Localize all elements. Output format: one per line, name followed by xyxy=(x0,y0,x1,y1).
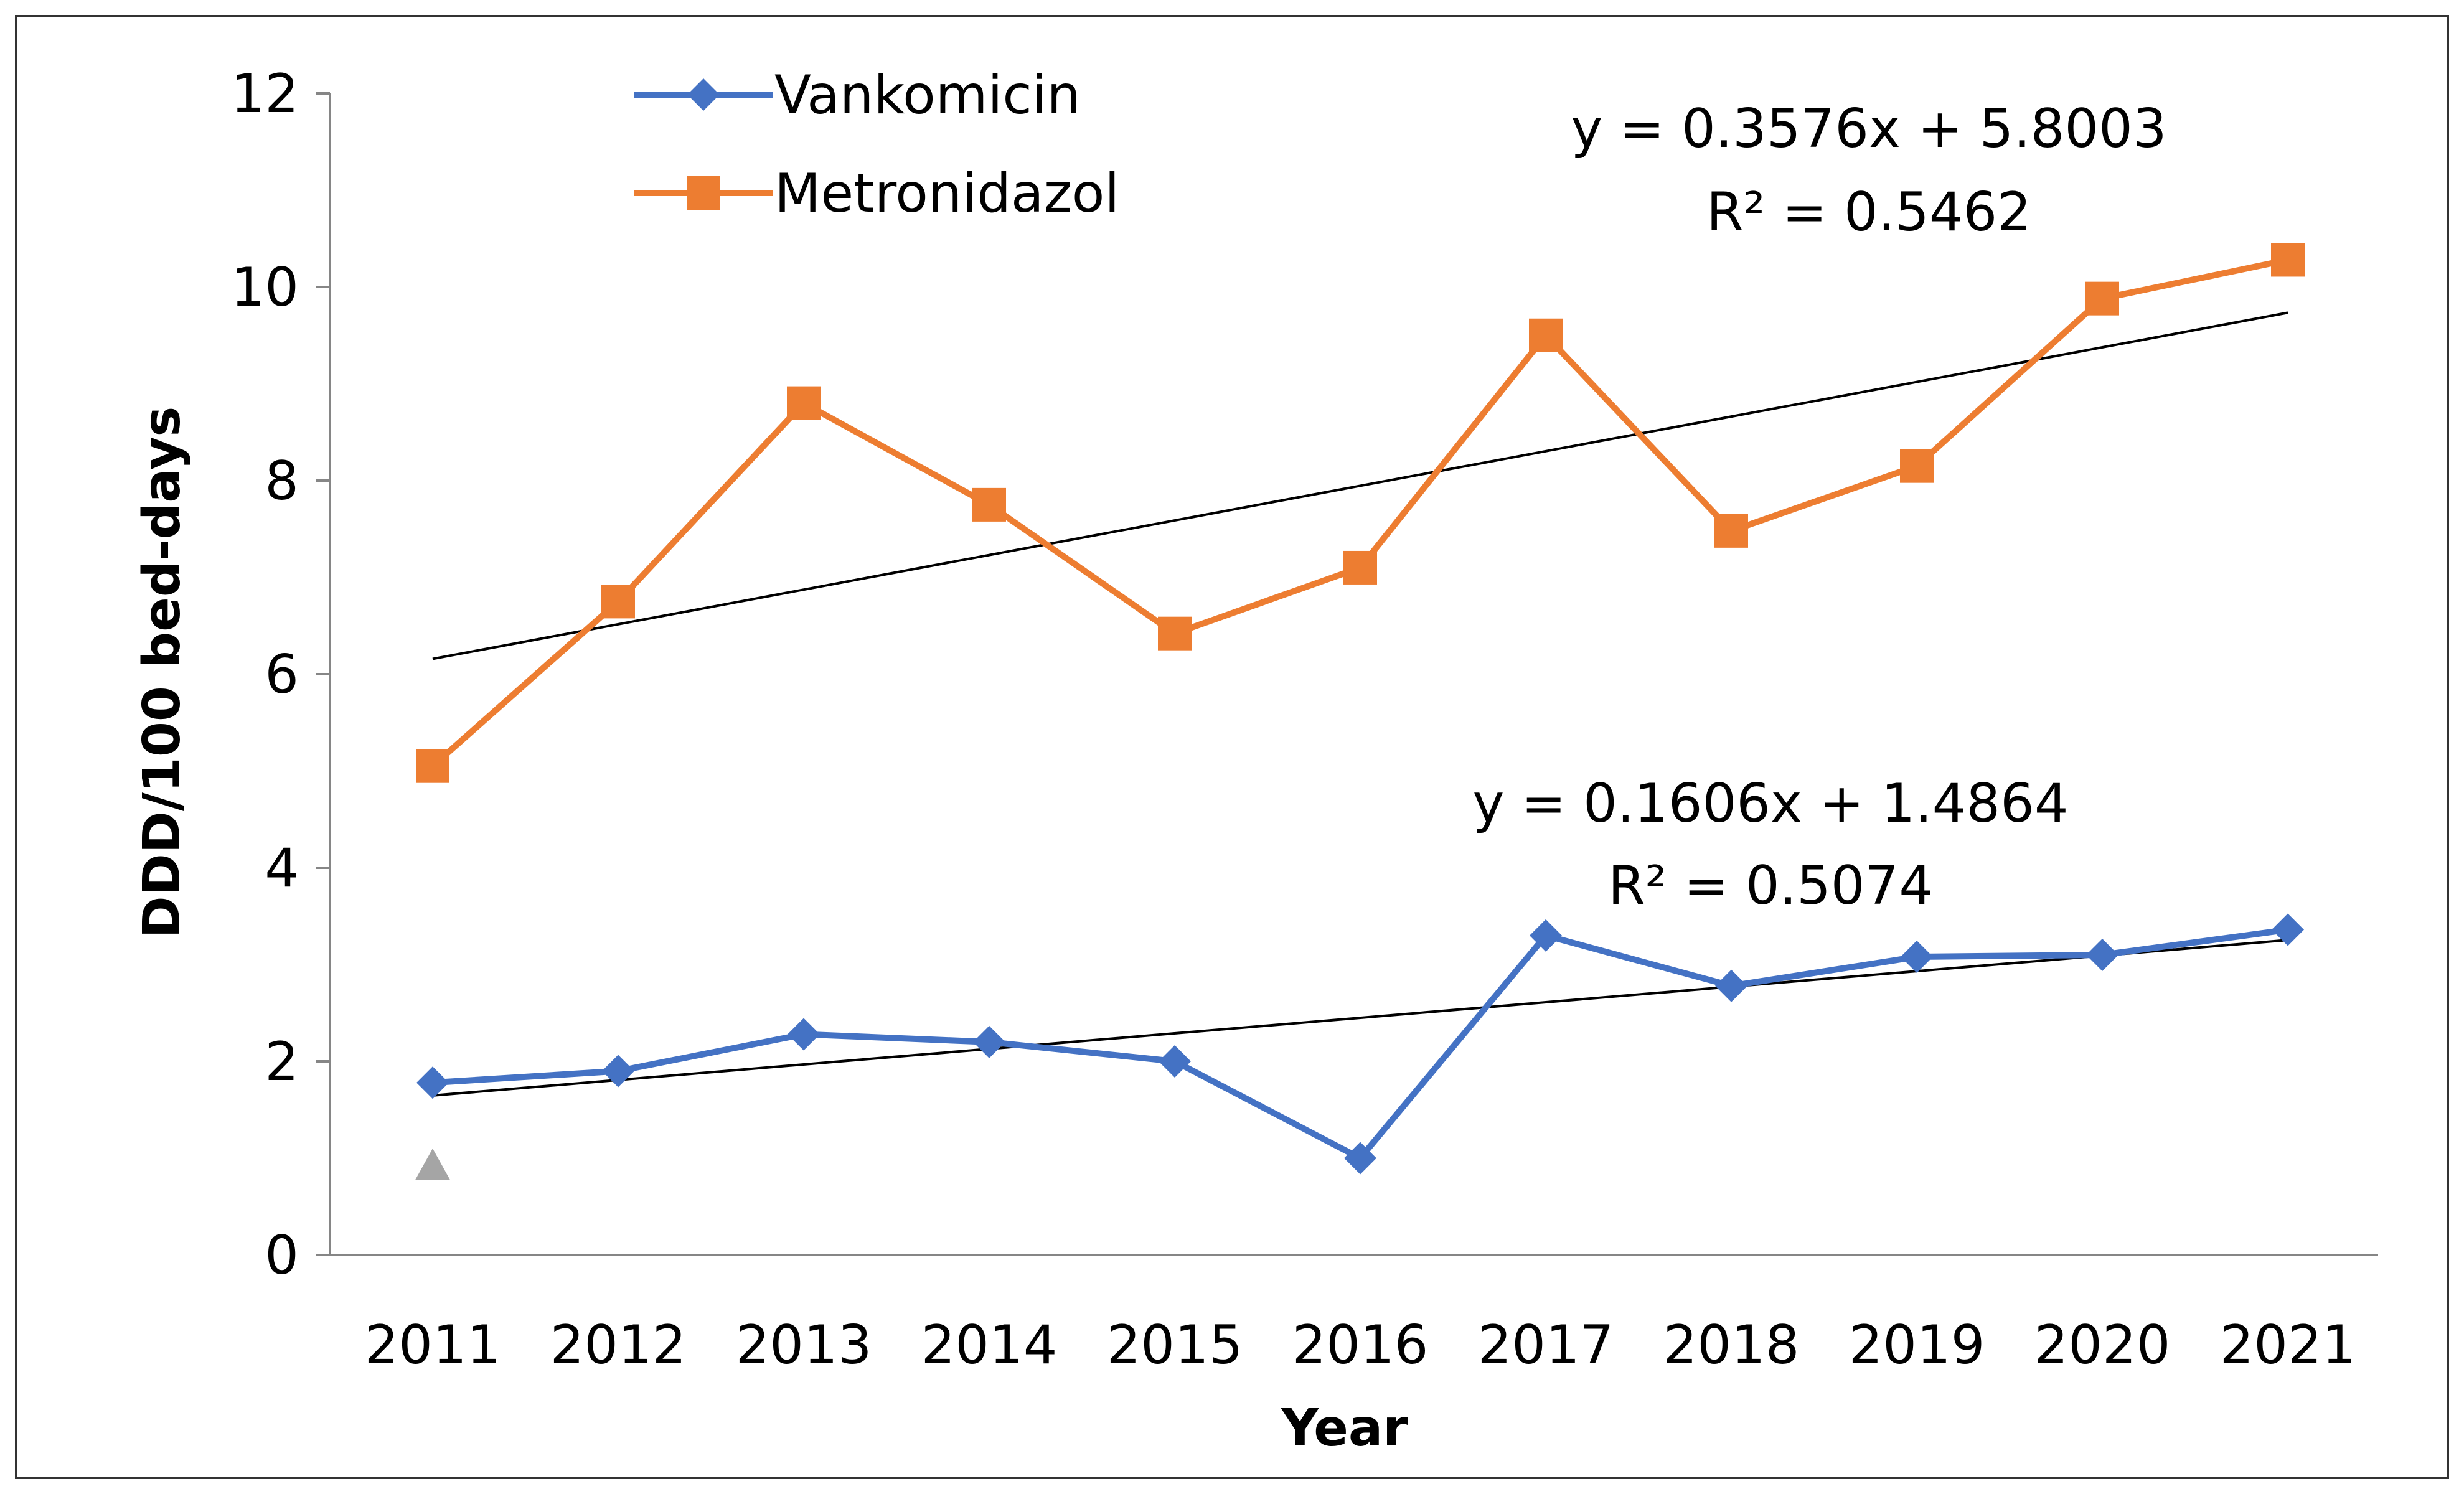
data-point-metronidazol xyxy=(601,585,635,619)
data-point-vankomicin xyxy=(1901,941,1933,974)
y-tick-label: 2 xyxy=(265,1031,299,1093)
data-point-vankomicin xyxy=(2086,938,2118,971)
trendline-vankomicin xyxy=(432,939,2288,1097)
x-tick-label: 2015 xyxy=(1107,1314,1243,1376)
x-tick-labels: 2011 2012 2013 2014 2015 2016 2017 2018 2019 2020… xyxy=(365,1314,2356,1376)
axes xyxy=(316,92,2378,1256)
metronidazol-trend-r2: R² = 0.5462 xyxy=(1706,181,2031,243)
data-point-vankomicin xyxy=(416,1066,449,1099)
data-point-vankomicin xyxy=(788,1018,820,1051)
y-tick-label: 0 xyxy=(265,1224,299,1287)
trendline-metronidazol xyxy=(432,311,2288,660)
data-point-vankomicin xyxy=(973,1025,1005,1058)
data-point-vankomicin xyxy=(1159,1045,1191,1078)
data-point-metronidazol xyxy=(2271,243,2305,277)
x-tick-label: 2012 xyxy=(550,1314,687,1376)
vankomicin-trend-r2: R² = 0.5074 xyxy=(1608,855,1933,917)
x-tick-label: 2018 xyxy=(1663,1314,1800,1376)
data-point-metronidazol xyxy=(787,386,821,420)
x-tick-label: 2017 xyxy=(1478,1314,1614,1376)
chart-frame xyxy=(15,15,2449,1479)
x-tick-label: 2021 xyxy=(2220,1314,2356,1376)
trendlines xyxy=(432,311,2288,1097)
data-point-metronidazol xyxy=(1714,514,1748,548)
y-tick-labels: 0 2 4 6 8 10 12 xyxy=(231,63,299,1287)
vankomicin-trend-equation: y = 0.1606x + 1.4864 xyxy=(1472,773,2068,835)
data-point-vankomicin xyxy=(1530,919,1562,952)
data-point-vankomicin xyxy=(2272,913,2304,946)
data-point-metronidazol xyxy=(416,749,449,783)
x-axis-title: Year xyxy=(1281,1399,1408,1458)
series xyxy=(416,243,2305,1175)
extra-marker-triangle xyxy=(415,1148,450,1180)
x-tick-label: 2020 xyxy=(2034,1314,2171,1376)
legend-label-vankomicin: Vankomicin xyxy=(774,64,1081,126)
y-tick-label: 8 xyxy=(265,450,299,512)
legend-marker-metronidazol xyxy=(687,176,720,210)
y-tick-label: 4 xyxy=(265,837,299,900)
extra-markers xyxy=(415,1148,450,1180)
data-point-metronidazol xyxy=(972,487,1006,522)
x-tick-label: 2019 xyxy=(1849,1314,1985,1376)
x-tick-label: 2014 xyxy=(921,1314,1058,1376)
legend: Vankomicin Metronidazol xyxy=(634,64,1119,225)
y-tick-label: 12 xyxy=(231,63,299,125)
data-point-metronidazol xyxy=(1529,318,1563,352)
data-point-metronidazol xyxy=(1900,449,1934,483)
data-point-metronidazol xyxy=(1158,616,1192,651)
data-point-metronidazol xyxy=(1343,550,1377,585)
y-tick-label: 6 xyxy=(265,644,299,706)
data-point-vankomicin xyxy=(602,1055,634,1088)
y-tick-label: 10 xyxy=(231,256,299,319)
data-point-vankomicin xyxy=(1715,969,1747,1002)
x-tick-label: 2011 xyxy=(365,1314,501,1376)
metronidazol-trend-equation: y = 0.3576x + 5.8003 xyxy=(1571,98,2166,160)
y-axis-title: DDD/100 bed-days xyxy=(133,406,192,939)
x-tick-label: 2016 xyxy=(1292,1314,1429,1376)
legend-label-metronidazol: Metronidazol xyxy=(774,162,1119,225)
legend-marker-vankomicin xyxy=(687,78,720,111)
data-point-vankomicin xyxy=(1344,1142,1376,1175)
data-point-metronidazol xyxy=(2085,281,2119,316)
x-tick-label: 2013 xyxy=(736,1314,872,1376)
